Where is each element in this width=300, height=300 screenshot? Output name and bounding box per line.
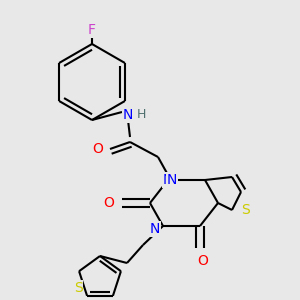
Text: N: N bbox=[123, 108, 133, 122]
Text: O: O bbox=[198, 254, 208, 268]
Text: F: F bbox=[88, 23, 96, 37]
Text: S: S bbox=[242, 203, 250, 217]
Text: N: N bbox=[167, 173, 177, 187]
Text: H: H bbox=[136, 109, 146, 122]
Text: N: N bbox=[163, 173, 173, 187]
Text: O: O bbox=[103, 196, 114, 210]
Text: S: S bbox=[74, 280, 82, 295]
Text: N: N bbox=[150, 222, 160, 236]
Text: O: O bbox=[93, 142, 104, 156]
